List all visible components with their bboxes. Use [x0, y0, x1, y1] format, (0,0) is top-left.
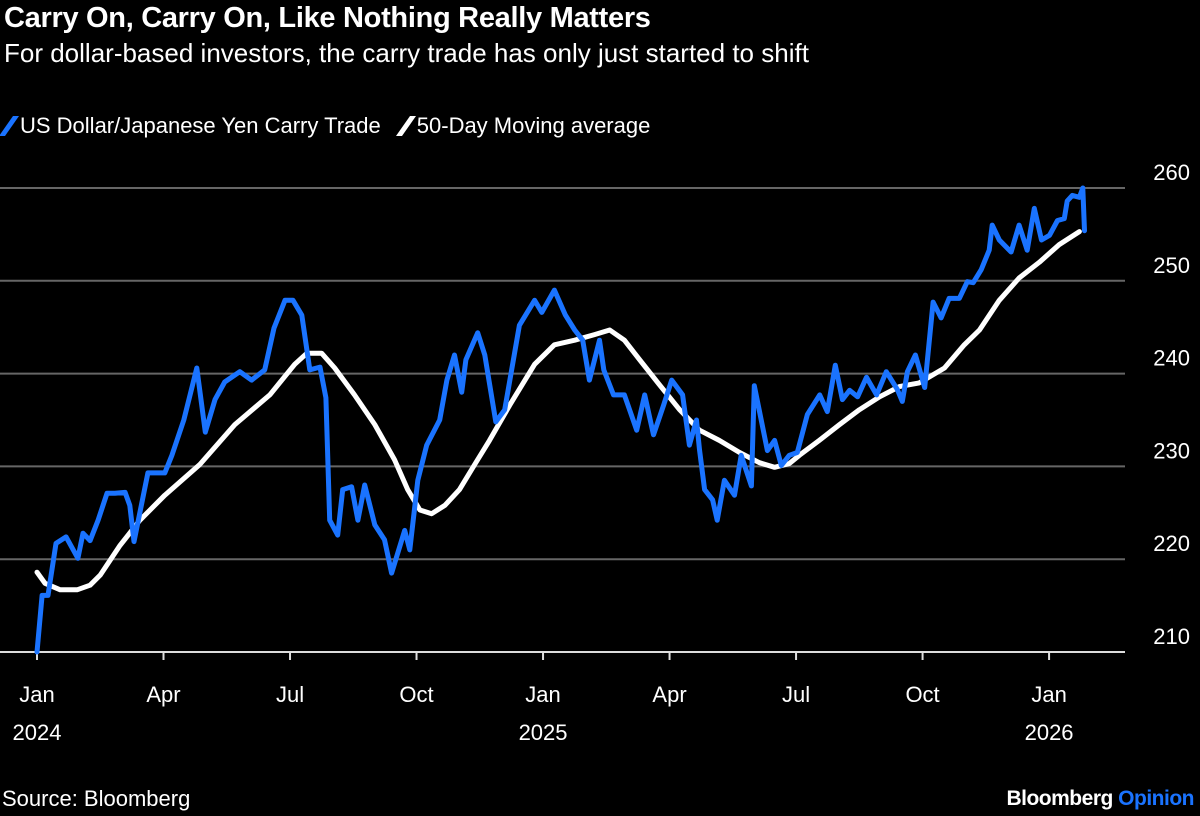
x-tick-label: Apr — [652, 682, 686, 707]
chart-subtitle: For dollar-based investors, the carry tr… — [4, 38, 809, 68]
series-line-moving-average — [34, 229, 1082, 593]
legend-label: US Dollar/Japanese Yen Carry Trade — [20, 113, 381, 138]
x-tick-label: Oct — [905, 682, 939, 707]
legend-swatch-white — [395, 116, 416, 136]
source-note: Source: Bloomberg — [2, 786, 191, 811]
legend-item-carry-trade: US Dollar/Japanese Yen Carry Trade — [0, 113, 381, 139]
x-tick-label: Jan — [19, 682, 54, 707]
y-tick-label: 240 — [1153, 346, 1190, 371]
x-tick-label: Jul — [276, 682, 304, 707]
y-tick-label: 210 — [1153, 624, 1190, 649]
y-tick-label: 260 — [1153, 160, 1190, 185]
brand-name: Bloomberg — [1006, 787, 1113, 810]
x-tick-label: Oct — [399, 682, 433, 707]
legend: US Dollar/Japanese Yen Carry Trade 50-Da… — [0, 113, 651, 139]
y-tick-label: 250 — [1153, 253, 1190, 278]
x-tick-label: Jul — [782, 682, 810, 707]
x-tick-year-label: 2024 — [13, 720, 62, 745]
brand-logo: Bloomberg Opinion — [1006, 787, 1194, 811]
legend-item-moving-average: 50-Day Moving average — [395, 113, 651, 139]
x-tick-year-label: 2025 — [519, 720, 568, 745]
x-tick-label: Jan — [1031, 682, 1066, 707]
brand-suffix: Opinion — [1118, 787, 1194, 810]
chart-title: Carry On, Carry On, Like Nothing Really … — [4, 2, 651, 34]
x-tick-label: Jan — [525, 682, 560, 707]
x-tick-year-label: 2026 — [1025, 720, 1074, 745]
y-tick-label: 230 — [1153, 438, 1190, 463]
x-tick-label: Apr — [146, 682, 180, 707]
y-tick-label: 220 — [1153, 531, 1190, 556]
series-line-carry-trade — [34, 185, 1087, 655]
legend-label: 50-Day Moving average — [416, 113, 651, 138]
